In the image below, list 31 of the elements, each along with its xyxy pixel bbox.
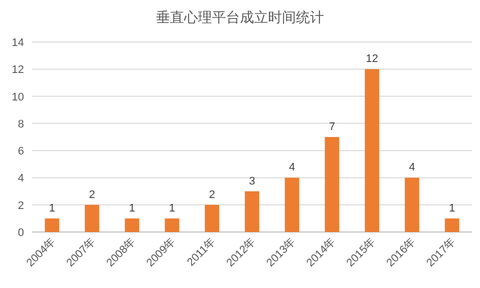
bar xyxy=(444,218,460,232)
bar xyxy=(164,218,180,232)
chart-title: 垂直心理平台成立时间统计 xyxy=(156,9,324,25)
y-tick-label: 12 xyxy=(12,64,24,76)
y-tick-label: 14 xyxy=(12,37,24,49)
data-label: 1 xyxy=(448,202,456,214)
data-label: 4 xyxy=(288,162,296,174)
bar xyxy=(244,191,260,232)
bar xyxy=(204,204,220,232)
data-label: 12 xyxy=(366,53,378,66)
bar xyxy=(324,137,340,232)
data-label: 2 xyxy=(88,188,96,201)
bar xyxy=(284,178,300,232)
data-label: 1 xyxy=(128,202,136,214)
data-label: 1 xyxy=(168,202,176,214)
data-label: 1 xyxy=(48,202,56,214)
data-label: 7 xyxy=(328,121,336,133)
data-label: 2 xyxy=(208,188,216,201)
y-tick-label: 4 xyxy=(18,172,24,185)
bar xyxy=(84,204,100,232)
y-tick-label: 8 xyxy=(18,118,24,130)
bar xyxy=(404,178,420,232)
data-label: 3 xyxy=(248,175,256,188)
y-tick-label: 0 xyxy=(18,227,24,239)
data-label: 4 xyxy=(408,162,416,174)
y-tick-label: 2 xyxy=(18,200,24,212)
y-tick-label: 6 xyxy=(18,146,24,158)
bar xyxy=(44,218,60,232)
y-tick-label: 10 xyxy=(12,91,24,104)
bar xyxy=(124,218,140,232)
bar xyxy=(364,69,380,232)
